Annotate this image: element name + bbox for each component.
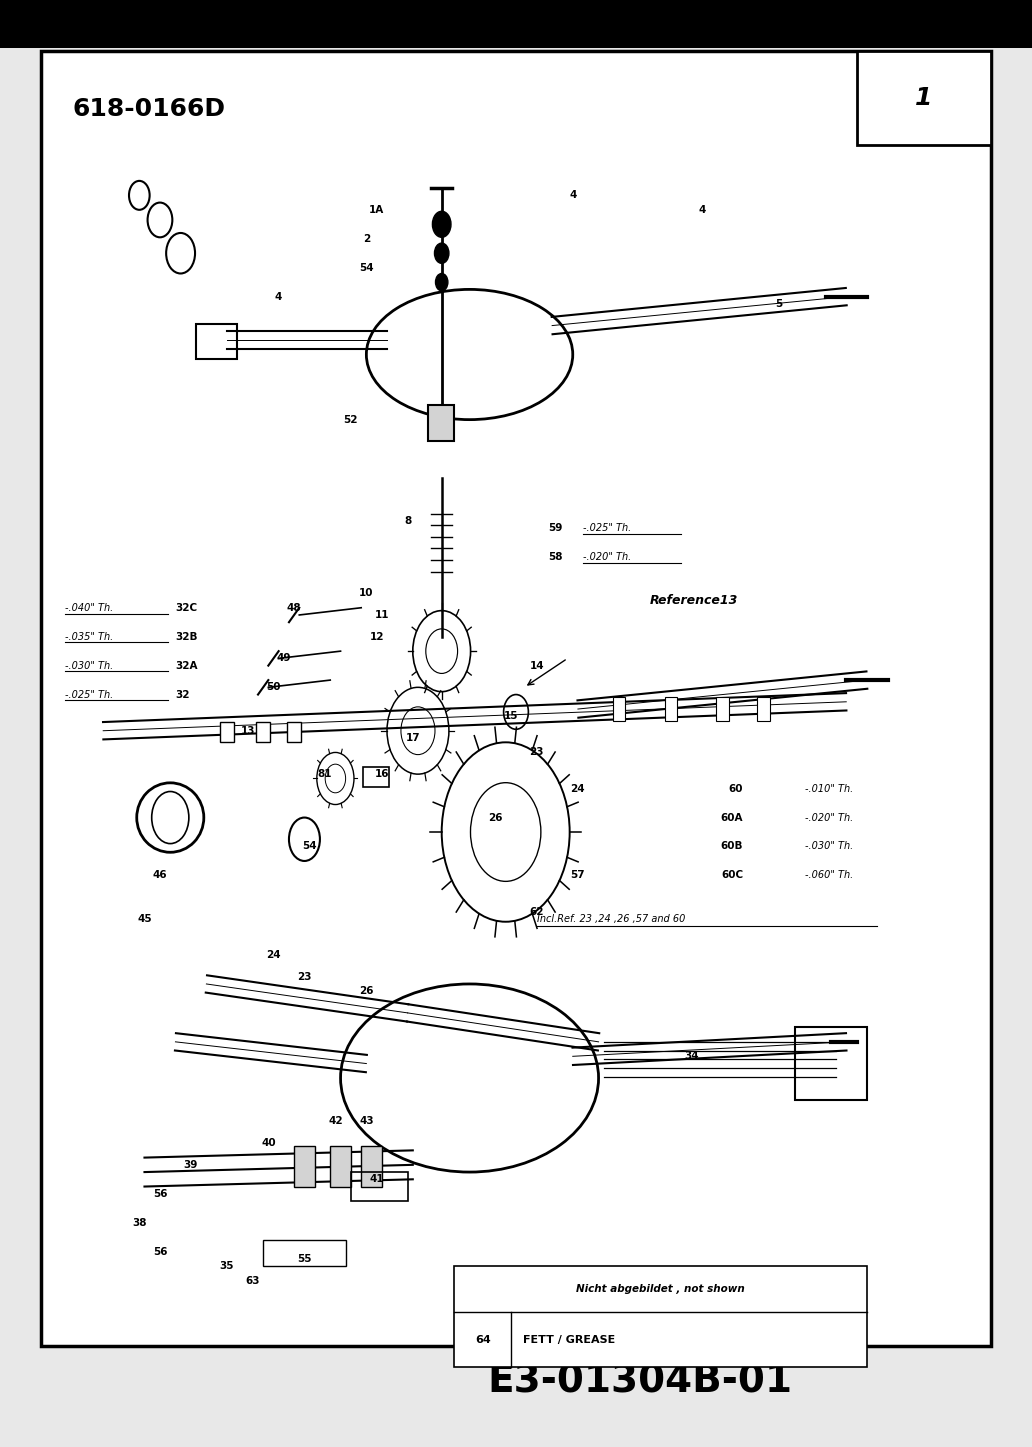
Bar <box>220 722 234 742</box>
Text: -.020" Th.: -.020" Th. <box>583 553 632 561</box>
Text: 4: 4 <box>698 205 706 214</box>
Text: 43: 43 <box>359 1117 374 1126</box>
Text: 32A: 32A <box>175 661 198 670</box>
Bar <box>361 1146 382 1187</box>
Text: -.060" Th.: -.060" Th. <box>805 871 853 880</box>
Text: -.035" Th.: -.035" Th. <box>65 632 114 641</box>
Bar <box>196 324 237 359</box>
Text: 64: 64 <box>475 1334 491 1344</box>
Bar <box>716 697 729 721</box>
Text: 2: 2 <box>362 234 370 243</box>
Bar <box>665 697 677 721</box>
Text: 16: 16 <box>375 770 389 778</box>
Text: 52: 52 <box>344 415 358 424</box>
Text: -.010" Th.: -.010" Th. <box>805 784 853 793</box>
Text: 58: 58 <box>548 553 562 561</box>
Bar <box>330 1146 351 1187</box>
Bar <box>857 51 991 145</box>
Bar <box>363 767 389 787</box>
Text: 35: 35 <box>220 1262 234 1270</box>
Text: 34: 34 <box>684 1052 699 1061</box>
Text: 32C: 32C <box>175 603 197 612</box>
Text: 59: 59 <box>548 524 562 532</box>
Bar <box>351 1172 408 1201</box>
Text: 56: 56 <box>153 1189 167 1198</box>
Text: 41: 41 <box>369 1175 384 1184</box>
Text: 32B: 32B <box>175 632 198 641</box>
Text: 49: 49 <box>277 654 291 663</box>
Text: -.025" Th.: -.025" Th. <box>65 690 114 699</box>
Text: -.030" Th.: -.030" Th. <box>805 842 853 851</box>
Text: -.030" Th.: -.030" Th. <box>65 661 114 670</box>
Text: 60B: 60B <box>720 842 743 851</box>
Text: 4: 4 <box>569 191 577 200</box>
Text: 14: 14 <box>529 661 544 670</box>
Text: 1A: 1A <box>369 205 384 214</box>
Bar <box>0 0 1032 48</box>
Bar <box>757 697 770 721</box>
Text: 50: 50 <box>266 683 281 692</box>
Text: 38: 38 <box>132 1218 147 1227</box>
Text: E3-01304B-01: E3-01304B-01 <box>487 1363 793 1401</box>
Text: Nicht abgebildet , not shown: Nicht abgebildet , not shown <box>576 1283 745 1294</box>
Text: 81: 81 <box>318 770 332 778</box>
Text: 1: 1 <box>915 85 932 110</box>
Text: Reference13: Reference13 <box>650 595 739 606</box>
Text: 63: 63 <box>246 1276 260 1285</box>
Text: 15: 15 <box>504 712 518 721</box>
Text: 46: 46 <box>153 871 167 880</box>
Text: 26: 26 <box>488 813 503 822</box>
Text: 57: 57 <box>571 871 585 880</box>
Bar <box>287 722 301 742</box>
Text: 5: 5 <box>775 300 783 308</box>
Text: 26: 26 <box>359 987 374 996</box>
Text: 54: 54 <box>302 842 317 851</box>
Bar <box>795 1027 867 1100</box>
Text: 32: 32 <box>175 690 190 699</box>
Bar <box>263 1240 346 1266</box>
Text: 60A: 60A <box>720 813 743 822</box>
Bar <box>613 697 625 721</box>
Circle shape <box>434 243 449 263</box>
Circle shape <box>436 273 448 291</box>
Text: 40: 40 <box>261 1139 276 1147</box>
Text: 23: 23 <box>297 972 312 981</box>
Bar <box>256 722 270 742</box>
Text: 42: 42 <box>328 1117 343 1126</box>
Text: 62: 62 <box>529 907 544 916</box>
Bar <box>428 405 454 441</box>
Text: -.040" Th.: -.040" Th. <box>65 603 114 612</box>
Bar <box>294 1146 315 1187</box>
Text: 618-0166D: 618-0166D <box>72 97 225 120</box>
Bar <box>41 51 991 1346</box>
Circle shape <box>432 211 451 237</box>
Text: 56: 56 <box>153 1247 167 1256</box>
Text: 24: 24 <box>571 784 585 793</box>
Text: 12: 12 <box>369 632 384 641</box>
Text: -.025" Th.: -.025" Th. <box>583 524 632 532</box>
Text: 60C: 60C <box>721 871 743 880</box>
Text: 17: 17 <box>406 734 420 742</box>
Text: FETT / GREASE: FETT / GREASE <box>523 1334 615 1344</box>
Text: 4: 4 <box>275 292 283 301</box>
Text: 24: 24 <box>266 951 281 959</box>
Text: -.020" Th.: -.020" Th. <box>805 813 853 822</box>
Text: 60: 60 <box>729 784 743 793</box>
Text: 54: 54 <box>359 263 374 272</box>
Text: Incl.Ref. 23 ,24 ,26 ,57 and 60: Incl.Ref. 23 ,24 ,26 ,57 and 60 <box>537 915 685 923</box>
Text: 23: 23 <box>529 748 544 757</box>
Text: 48: 48 <box>287 603 301 612</box>
Text: 39: 39 <box>184 1160 198 1169</box>
Text: 11: 11 <box>375 611 389 619</box>
Text: 10: 10 <box>359 589 374 598</box>
Text: 55: 55 <box>297 1255 312 1263</box>
Text: 45: 45 <box>137 915 152 923</box>
Text: 13: 13 <box>240 726 255 735</box>
Bar <box>454 1266 867 1367</box>
Text: 8: 8 <box>404 517 412 525</box>
